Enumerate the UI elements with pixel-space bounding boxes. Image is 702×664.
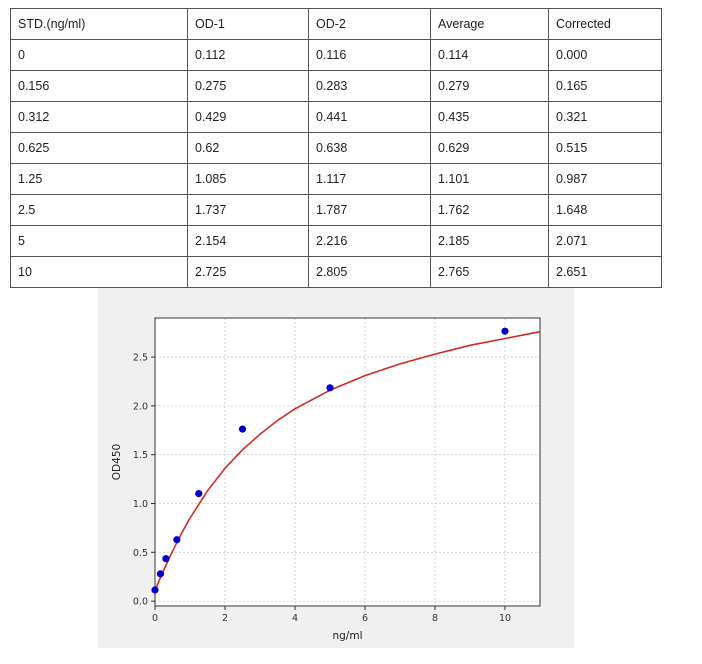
data-point <box>326 384 334 392</box>
plot-frame <box>154 317 541 607</box>
table-row: 2.5 1.737 1.787 1.762 1.648 <box>10 194 662 226</box>
cell-od1: 1.085 <box>187 163 309 195</box>
chart-canvas: 0 2 4 6 8 10 0.0 0.5 1.0 1.5 2.0 2.5 ng/ml OD450 <box>111 317 541 642</box>
cell-average: 2.185 <box>430 225 549 257</box>
x-tick-label: 0 <box>152 613 158 624</box>
x-tick-label: 10 <box>499 613 511 624</box>
cell-od1: 0.62 <box>187 132 309 164</box>
cell-std: 5 <box>10 225 188 257</box>
cell-od1: 2.725 <box>187 256 309 288</box>
table-row: 1.25 1.085 1.117 1.101 0.987 <box>10 163 662 195</box>
header-average: Average <box>430 8 549 40</box>
y-tick-label: 1.0 <box>133 499 148 510</box>
cell-std: 0.625 <box>10 132 188 164</box>
cell-std: 1.25 <box>10 163 188 195</box>
data-point <box>151 586 159 594</box>
cell-od2: 1.117 <box>308 163 431 195</box>
data-point <box>156 570 165 578</box>
cell-std: 0 <box>10 39 188 71</box>
cell-corrected: 0.987 <box>548 163 662 195</box>
cell-corrected: 0.515 <box>548 132 662 164</box>
x-axis-title: ng/ml <box>332 630 362 642</box>
header-od1: OD-1 <box>187 8 309 40</box>
cell-od1: 1.737 <box>187 194 309 226</box>
cell-od2: 0.441 <box>308 101 431 133</box>
cell-od2: 1.787 <box>308 194 431 226</box>
table-row: 0.312 0.429 0.441 0.435 0.321 <box>10 101 662 133</box>
table-row: 0.156 0.275 0.283 0.279 0.165 <box>10 70 662 102</box>
standards-table: STD.(ng/ml) OD-1 OD-2 Average Corrected … <box>10 8 662 288</box>
data-point <box>195 490 203 498</box>
fit-curve-line <box>154 330 541 591</box>
cell-average: 1.101 <box>430 163 549 195</box>
cell-std: 0.312 <box>10 101 188 133</box>
cell-corrected: 0.321 <box>548 101 662 133</box>
header-od2: OD-2 <box>308 8 431 40</box>
y-tick-label: 1.5 <box>133 450 148 461</box>
cell-od1: 2.154 <box>187 225 309 257</box>
table-row: 10 2.725 2.805 2.765 2.651 <box>10 256 662 288</box>
data-point <box>238 425 247 433</box>
plot-area <box>155 318 540 606</box>
cell-corrected: 2.651 <box>548 256 662 288</box>
x-tick-label: 2 <box>222 613 228 624</box>
cell-average: 2.765 <box>430 256 549 288</box>
cell-od2: 0.638 <box>308 132 431 164</box>
table-row: 0 0.112 0.116 0.114 0.000 <box>10 39 662 71</box>
data-point <box>162 555 170 563</box>
cell-average: 0.279 <box>430 70 549 102</box>
cell-std: 0.156 <box>10 70 188 102</box>
data-point <box>173 536 181 544</box>
cell-average: 0.114 <box>430 39 549 71</box>
header-std: STD.(ng/ml) <box>10 8 188 40</box>
table-row: 5 2.154 2.216 2.185 2.071 <box>10 225 662 257</box>
table-row: 0.625 0.62 0.638 0.629 0.515 <box>10 132 662 164</box>
x-tick-label: 8 <box>432 613 438 624</box>
y-tick-label: 2.0 <box>133 401 148 412</box>
y-tick-label: 2.5 <box>133 353 148 364</box>
cell-corrected: 2.071 <box>548 225 662 257</box>
x-tick-label: 6 <box>362 613 368 624</box>
cell-average: 0.435 <box>430 101 549 133</box>
cell-od1: 0.275 <box>187 70 309 102</box>
y-tick-label: 0.0 <box>133 597 148 608</box>
data-point <box>501 327 509 335</box>
cell-od2: 0.116 <box>308 39 431 71</box>
cell-od1: 0.429 <box>187 101 309 133</box>
cell-average: 1.762 <box>430 194 549 226</box>
cell-od1: 0.112 <box>187 39 309 71</box>
cell-od2: 0.283 <box>308 70 431 102</box>
cell-corrected: 0.165 <box>548 70 662 102</box>
x-tick-label: 4 <box>292 613 298 624</box>
y-axis-title: OD450 <box>111 444 123 480</box>
cell-corrected: 0.000 <box>548 39 662 71</box>
cell-od2: 2.216 <box>308 225 431 257</box>
standard-curve-chart: 0 2 4 6 8 10 0.0 0.5 1.0 1.5 2.0 2.5 ng/ml OD450 <box>98 288 574 648</box>
cell-corrected: 1.648 <box>548 194 662 226</box>
cell-average: 0.629 <box>430 132 549 164</box>
cell-od2: 2.805 <box>308 256 431 288</box>
header-corrected: Corrected <box>548 8 662 40</box>
cell-std: 10 <box>10 256 188 288</box>
cell-std: 2.5 <box>10 194 188 226</box>
table-header-row: STD.(ng/ml) OD-1 OD-2 Average Corrected <box>10 8 662 40</box>
y-tick-label: 0.5 <box>133 548 148 559</box>
